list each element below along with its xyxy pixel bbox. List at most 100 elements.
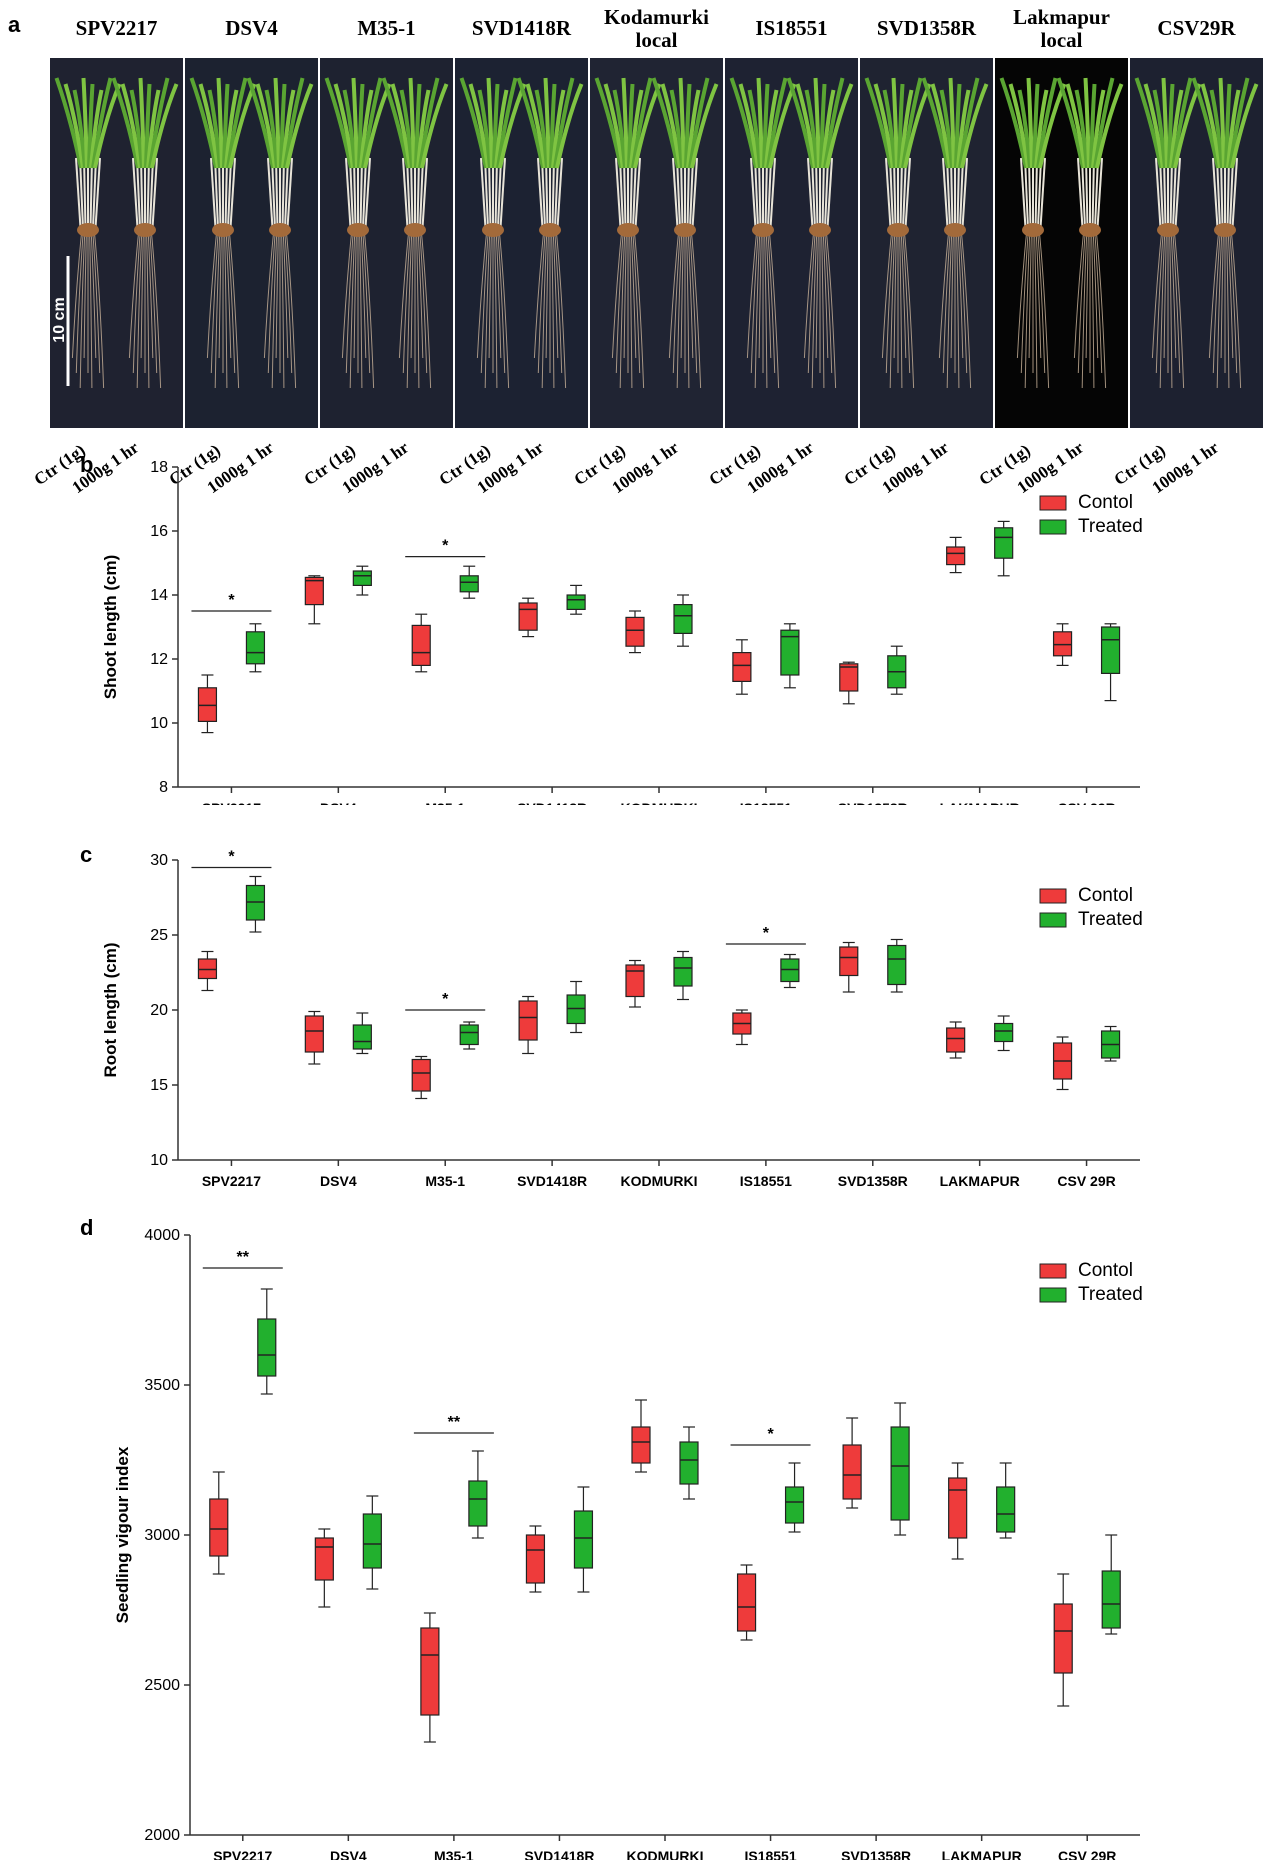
treated-box bbox=[1101, 1570, 1121, 1629]
treated-seedling bbox=[1056, 77, 1124, 389]
x-tick-label: SVD1358R bbox=[841, 1848, 911, 1860]
x-tick-label: KODMURKI bbox=[621, 800, 698, 805]
x-tick-label: SVD1418R bbox=[517, 1173, 587, 1189]
seedling-photo-row: 10 cm bbox=[50, 58, 1270, 428]
treated-box bbox=[890, 1426, 910, 1521]
treated-seedling bbox=[381, 77, 449, 389]
shoot-length-chart: 8 10 12 14 16 18 Shoot length (cm) SPV2217 DSV4 M… bbox=[101, 459, 1143, 805]
treated-box bbox=[673, 604, 693, 635]
treated-box bbox=[566, 594, 586, 610]
panel-d-letter: d bbox=[80, 1215, 94, 1240]
control-box bbox=[420, 1627, 440, 1716]
x-tick-label: LAKMAPUR bbox=[942, 1848, 1022, 1860]
x-tick-label: SVD1358R bbox=[838, 800, 908, 805]
variety-label: DSV4 bbox=[225, 16, 278, 40]
x-tick-label: CSV 29R bbox=[1057, 800, 1115, 805]
control-box bbox=[525, 1534, 546, 1584]
x-tick-label: IS18551 bbox=[740, 1173, 792, 1189]
legend-label: Contol bbox=[1078, 492, 1133, 513]
control-seedling bbox=[864, 77, 932, 389]
x-tick-label: DSV4 bbox=[330, 1848, 367, 1860]
variety-label: IS18551 bbox=[755, 16, 828, 40]
control-box bbox=[732, 652, 752, 683]
legend-label: Treated bbox=[1078, 909, 1143, 930]
control-box bbox=[736, 1573, 757, 1632]
control-box bbox=[304, 1015, 324, 1053]
y-tick-label: 15 bbox=[150, 1077, 168, 1094]
y-tick-label: 18 bbox=[150, 459, 168, 476]
control-box bbox=[948, 1477, 968, 1539]
significance-label: * bbox=[442, 991, 449, 1008]
variety-label: SVD1358R bbox=[876, 16, 977, 40]
variety-label: M35-1 bbox=[357, 16, 416, 40]
x-tick-label: KODMURKI bbox=[621, 1173, 698, 1189]
panel-c-letter: c bbox=[80, 842, 93, 867]
treated-box bbox=[352, 1024, 372, 1050]
treated-box bbox=[573, 1510, 594, 1569]
treated-seedling bbox=[516, 77, 584, 389]
treated-box bbox=[1100, 626, 1121, 675]
treated-box bbox=[996, 1486, 1016, 1533]
significance-label: ** bbox=[237, 1249, 250, 1266]
x-tick-label: SVD1418R bbox=[524, 1848, 594, 1860]
legend-swatch bbox=[1039, 888, 1067, 904]
significance-label: * bbox=[442, 538, 449, 555]
control-seedling bbox=[189, 77, 257, 389]
control-box bbox=[946, 1027, 966, 1053]
x-tick-label: DSV4 bbox=[320, 1173, 357, 1189]
seedling-photo bbox=[1130, 58, 1263, 428]
seedling-photo: 10 cm bbox=[50, 58, 183, 428]
seedling-photo bbox=[860, 58, 993, 428]
control-box bbox=[839, 946, 859, 977]
control-box bbox=[518, 1000, 538, 1041]
x-tick-label: LAKMAPUR bbox=[940, 800, 1020, 805]
scale-bar-label: 10 cm bbox=[51, 297, 68, 342]
treated-box bbox=[994, 527, 1014, 559]
treated-seedling bbox=[1191, 77, 1259, 389]
legend-swatch bbox=[1039, 1287, 1067, 1303]
y-tick-label: 2500 bbox=[144, 1677, 180, 1694]
control-box bbox=[314, 1537, 334, 1581]
legend-swatch bbox=[1039, 912, 1067, 928]
control-box bbox=[518, 602, 538, 631]
variety-label: SPV2217 bbox=[75, 16, 158, 40]
control-box bbox=[839, 663, 859, 692]
legend-swatch bbox=[1039, 1263, 1067, 1279]
control-seedling bbox=[594, 77, 662, 389]
y-tick-label: 4000 bbox=[144, 1227, 180, 1244]
x-tick-label: DSV4 bbox=[320, 800, 357, 805]
y-tick-label: 14 bbox=[150, 587, 168, 604]
treated-box bbox=[459, 1024, 479, 1046]
legend-label: Contol bbox=[1078, 885, 1133, 906]
treated-box bbox=[362, 1513, 382, 1569]
treated-box bbox=[352, 570, 372, 586]
x-tick-label: SVD1358R bbox=[838, 1173, 908, 1189]
y-tick-label: 25 bbox=[150, 927, 168, 944]
y-tick-label: 16 bbox=[150, 523, 168, 540]
y-tick-label: 20 bbox=[150, 1002, 168, 1019]
x-tick-label: CSV 29R bbox=[1057, 1173, 1115, 1189]
treated-seedling bbox=[786, 77, 854, 389]
seedling-photo bbox=[590, 58, 723, 428]
y-tick-label: 12 bbox=[150, 651, 168, 668]
y-axis-label: Root length (cm) bbox=[101, 942, 120, 1077]
seedling-photo bbox=[725, 58, 858, 428]
seedling-photo bbox=[185, 58, 318, 428]
variety-label: CSV29R bbox=[1157, 16, 1236, 40]
control-box bbox=[197, 687, 218, 723]
control-box bbox=[625, 616, 645, 647]
seedling-photo bbox=[320, 58, 453, 428]
treated-box bbox=[994, 1022, 1014, 1043]
y-tick-label: 10 bbox=[150, 715, 168, 732]
seedling-photo bbox=[455, 58, 588, 428]
treated-seedling bbox=[246, 77, 314, 389]
x-tick-label: LAKMAPUR bbox=[940, 1173, 1020, 1189]
y-tick-label: 2000 bbox=[144, 1827, 180, 1844]
treated-box bbox=[673, 956, 693, 987]
control-box bbox=[304, 576, 324, 606]
x-tick-label: M35-1 bbox=[434, 1848, 474, 1860]
control-box bbox=[1052, 631, 1073, 657]
control-seedling bbox=[324, 77, 392, 389]
significance-label: * bbox=[228, 849, 235, 866]
y-axis-label: Seedling vigour index bbox=[113, 1446, 132, 1623]
